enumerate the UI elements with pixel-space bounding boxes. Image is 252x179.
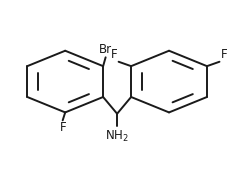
Text: NH$_2$: NH$_2$ — [105, 129, 129, 144]
Text: F: F — [110, 48, 117, 61]
Text: F: F — [220, 48, 227, 61]
Text: F: F — [59, 121, 66, 134]
Text: Br: Br — [99, 43, 112, 56]
